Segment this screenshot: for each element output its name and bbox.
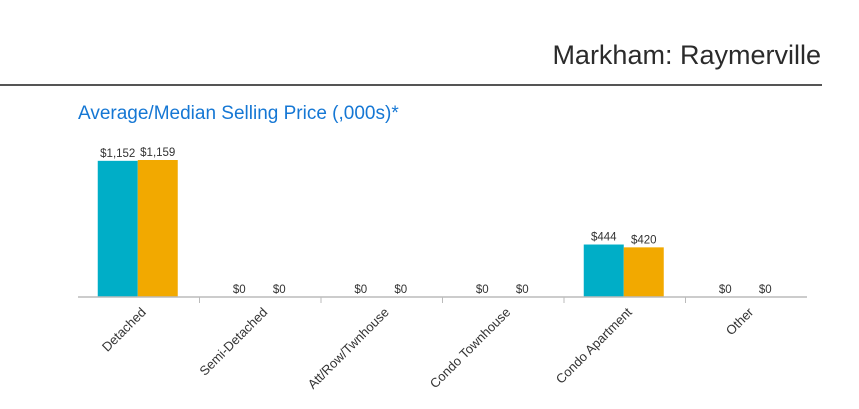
category-label: Semi-Detached <box>196 305 270 379</box>
data-label: $420 <box>631 234 657 246</box>
data-label: $0 <box>476 284 489 296</box>
bar-median <box>137 160 178 297</box>
page-title: Markham: Raymerville <box>552 40 821 70</box>
chart-title: Average/Median Selling Price (,000s)* <box>78 103 399 124</box>
data-label: $444 <box>591 232 617 244</box>
category-label: Condo Apartment <box>553 304 635 386</box>
category-label: Att/Row/Twnhouse <box>305 305 392 392</box>
data-label: $0 <box>233 284 246 296</box>
data-label: $1,159 <box>140 147 175 159</box>
data-label: $0 <box>759 284 772 296</box>
data-label: $0 <box>516 284 529 296</box>
data-label: $0 <box>719 284 732 296</box>
bar-median <box>623 247 664 297</box>
title-divider <box>0 84 822 86</box>
category-label: Detached <box>99 305 149 355</box>
bar-average <box>583 244 624 297</box>
category-label: Condo Townhouse <box>427 305 514 392</box>
data-label: $0 <box>354 284 367 296</box>
data-label: $1,152 <box>100 148 135 160</box>
bar-average <box>97 160 138 297</box>
category-label: Other <box>723 304 757 338</box>
data-label: $0 <box>273 284 286 296</box>
data-label: $0 <box>394 284 407 296</box>
